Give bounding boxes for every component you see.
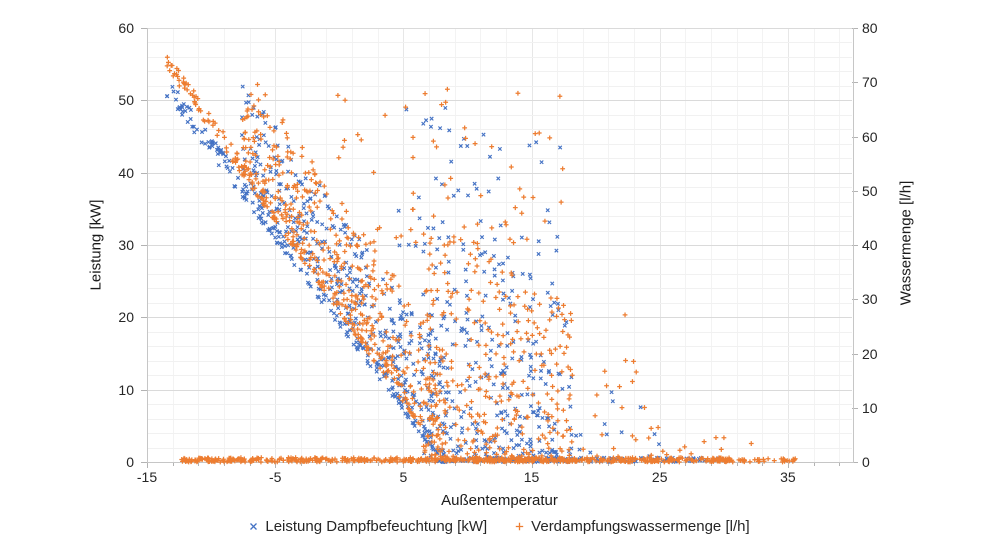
y-right-tick-label: 20 [862, 345, 878, 362]
x-axis-title: Außentemperatur [441, 492, 558, 509]
x-marker-icon [250, 523, 258, 530]
x-tick-label: -15 [136, 469, 158, 485]
chart-legend: Leistung Dampfbefeuchtung [kW] Verdampfu… [147, 518, 852, 535]
x-tick-label: 25 [651, 469, 668, 485]
y-left-tick-label: 30 [118, 237, 134, 253]
y-left-axis-title: Leistung [kW] [87, 199, 105, 291]
x-tick-label: -5 [268, 469, 282, 485]
y-left-tick-label: 10 [118, 381, 134, 398]
y-left-tick-label: 0 [126, 454, 134, 470]
legend-label-verdampfung: Verdampfungswassermenge [l/h] [531, 518, 750, 535]
y-right-tick-label: 30 [862, 291, 878, 308]
x-tick-label: 35 [780, 469, 796, 485]
y-right-tick-label: 50 [862, 182, 878, 199]
x-tick-label: 5 [399, 469, 408, 485]
y-right-tick-label: 10 [862, 399, 878, 416]
y-right-tick-label: 40 [862, 237, 878, 253]
y-right-axis-title: Wassermenge [l/h] [897, 180, 915, 306]
y-right-tick-label: 80 [862, 20, 878, 36]
legend-item-leistung: Leistung Dampfbefeuchtung [kW] [249, 518, 487, 535]
plus-marker-icon [515, 522, 524, 531]
y-left-tick-label: 40 [118, 164, 134, 181]
chart-points-canvas [139, 20, 860, 470]
y-right-tick-label: 0 [862, 454, 870, 470]
y-right-tick-label: 60 [862, 128, 878, 145]
y-left-tick-label: 50 [118, 92, 134, 109]
y-right-tick-label: 70 [862, 74, 878, 91]
y-left-tick-label: 20 [118, 309, 134, 326]
legend-item-verdampfung: Verdampfungswassermenge [l/h] [515, 518, 750, 535]
legend-label-leistung: Leistung Dampfbefeuchtung [kW] [265, 518, 488, 535]
x-tick-label: 15 [523, 469, 540, 485]
y-left-tick-label: 60 [118, 20, 134, 36]
